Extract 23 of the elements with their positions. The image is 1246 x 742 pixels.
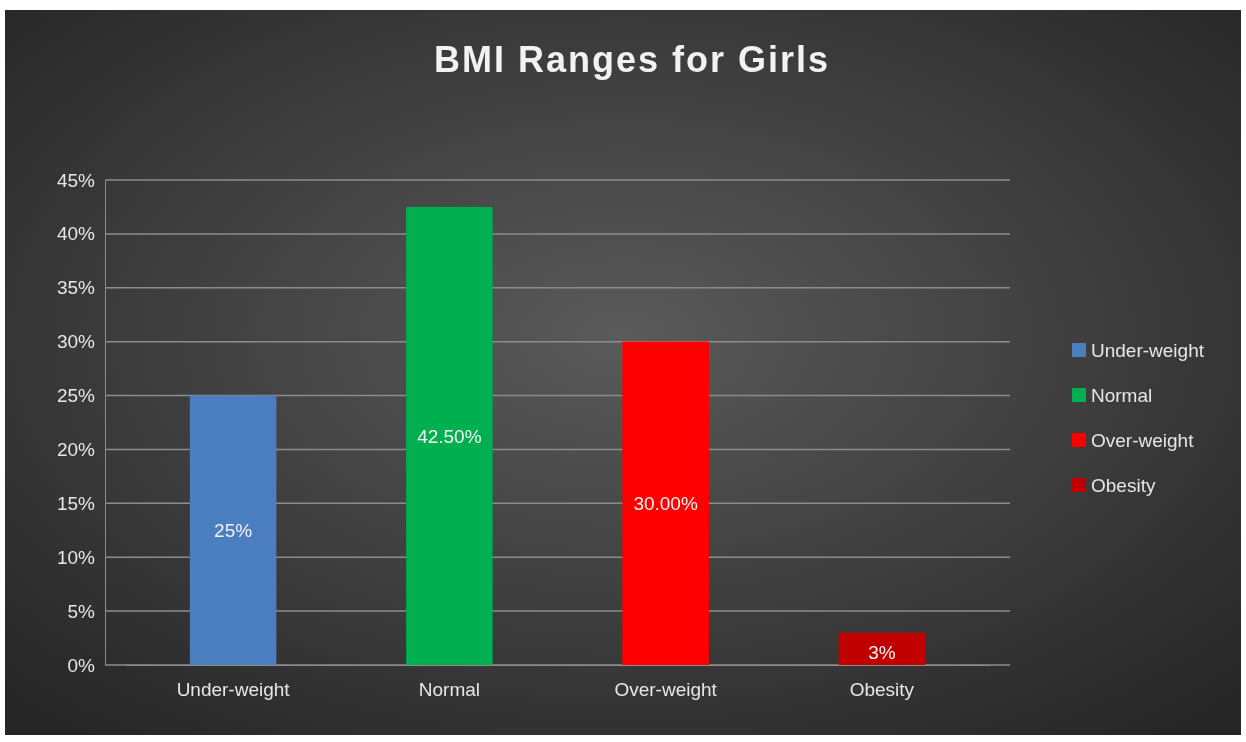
legend-label: Under-weight [1091, 340, 1205, 361]
data-label: 3% [868, 642, 896, 663]
y-tick-label: 20% [56, 439, 96, 461]
chart-title: BMI Ranges for Girls [433, 39, 831, 80]
y-tick-label: 45% [56, 169, 96, 191]
y-tick-label: 5% [67, 600, 96, 622]
legend-label: Normal [1091, 385, 1153, 406]
x-tick-label: Obesity [849, 679, 915, 701]
y-tick-label: 30% [56, 331, 96, 353]
legend-label: Obesity [1091, 475, 1156, 496]
y-tick-label: 35% [56, 277, 96, 299]
y-tick-label: 15% [56, 492, 96, 514]
data-label: 25% [214, 520, 253, 542]
x-tick-label: Under-weight [176, 679, 291, 701]
legend-label: Over-weight [1091, 430, 1195, 451]
x-tick-label: Normal [418, 679, 480, 701]
y-tick-label: 40% [56, 223, 96, 245]
data-label: 42.50% [417, 425, 482, 447]
y-tick-label: 10% [56, 546, 96, 568]
y-tick-label: 25% [56, 385, 96, 407]
y-tick-label: 0% [67, 654, 96, 676]
data-label: 30.00% [633, 493, 698, 515]
x-tick-label: Over-weight [614, 679, 718, 701]
